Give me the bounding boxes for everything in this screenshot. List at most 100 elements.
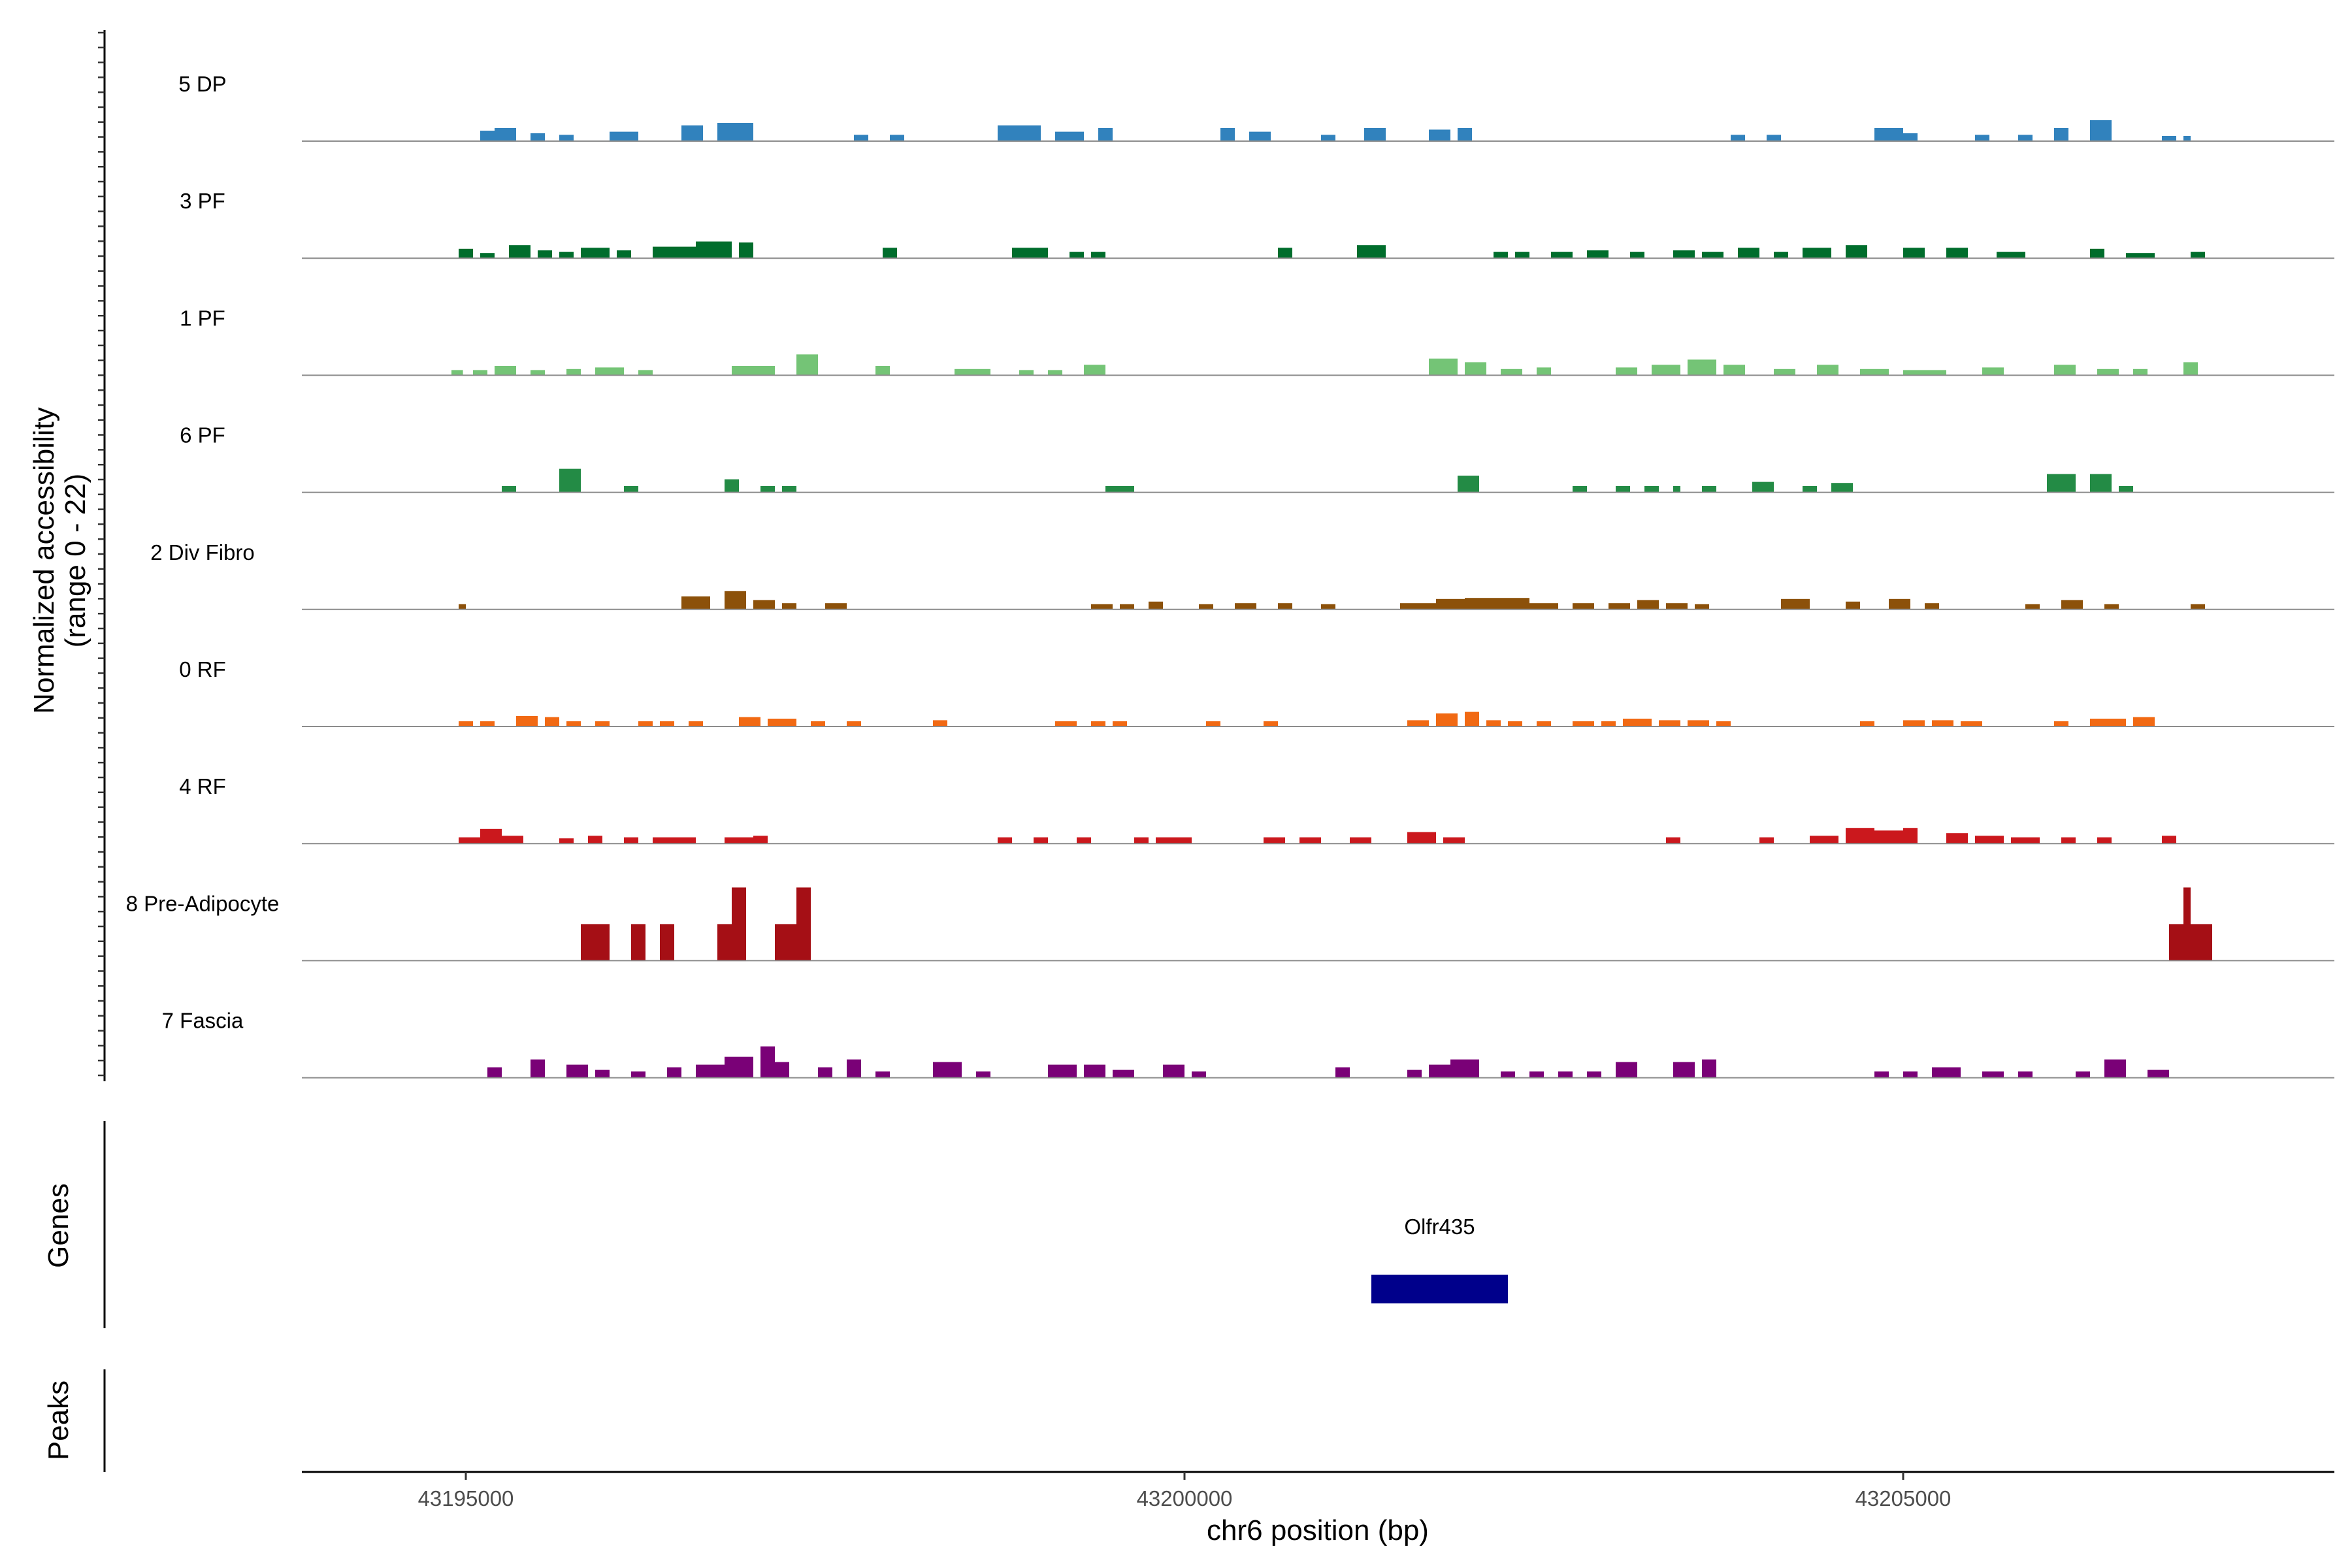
coverage-segment: [1113, 721, 1127, 727]
coverage-segment: [459, 248, 473, 259]
coverage-segment: [595, 367, 624, 376]
coverage-segment: [1673, 250, 1695, 259]
coverage-segment: [1264, 837, 1285, 844]
coverage-segment: [1659, 720, 1680, 727]
coverage-segment: [480, 721, 495, 727]
coverage-segment: [1716, 721, 1731, 727]
genes-panel-label: Genes: [42, 1183, 74, 1268]
track-3: 1 PF: [180, 306, 2334, 376]
coverage-segment: [2090, 719, 2126, 727]
coverage-segment: [1946, 833, 1968, 844]
coverage-segment: [480, 131, 495, 141]
coverage-segment: [1817, 365, 1838, 376]
coverage-segment: [2047, 474, 2076, 493]
track-4: 6 PF: [180, 423, 2334, 493]
coverage-segment: [1831, 483, 1853, 493]
coverage-segment: [796, 887, 811, 961]
coverage-segment: [1120, 604, 1134, 610]
coverage-segment: [1695, 604, 1709, 610]
coverage-segment: [2104, 1059, 2126, 1078]
coverage-segment: [1932, 1067, 1961, 1078]
coverage-segment: [732, 366, 775, 376]
coverage-segment: [1055, 131, 1084, 141]
coverage-segment: [739, 717, 760, 727]
coverage-segment: [1429, 358, 1458, 376]
coverage-segment: [1249, 131, 1271, 141]
coverage-segment: [480, 253, 495, 259]
coverage-segment: [1573, 486, 1587, 493]
coverage-segment: [631, 924, 645, 961]
track-2: 3 PF: [180, 189, 2334, 259]
coverage-segment: [1932, 720, 1953, 727]
coverage-segment: [1587, 1071, 1601, 1078]
coverage-segment: [1925, 603, 1939, 610]
coverage-segment: [1529, 603, 1558, 610]
coverage-segment: [1098, 128, 1113, 141]
coverage-segment: [955, 368, 990, 376]
x-axis-ticks: 43195000 43200000 43205000: [418, 1472, 1951, 1511]
coverage-segment: [1465, 598, 1494, 610]
coverage-segment: [2097, 368, 2119, 376]
coverage-segment: [2162, 836, 2176, 844]
coverage-segment: [1846, 245, 1867, 259]
coverage-segment: [1220, 128, 1235, 141]
coverage-segment: [1803, 486, 1817, 493]
coverage-segment: [811, 721, 825, 727]
coverage-segment: [2191, 252, 2205, 259]
coverage-segment: [1458, 476, 1479, 493]
coverage-segment: [1781, 598, 1810, 610]
coverage-segment: [976, 1071, 990, 1078]
coverage-segment: [2183, 136, 2191, 141]
coverage-segment: [1465, 362, 1486, 376]
coverage-segment: [617, 250, 631, 259]
coverage-segment: [1407, 720, 1429, 727]
coverage-segment: [796, 354, 818, 376]
track-label: 1 PF: [180, 306, 225, 330]
coverage-segment: [883, 248, 897, 259]
coverage-segment: [1573, 603, 1594, 610]
coverage-segment: [1982, 1071, 2004, 1078]
coverage-segment: [1465, 711, 1479, 727]
coverage-segment: [559, 252, 574, 259]
coverage-segment: [696, 1064, 725, 1078]
coverage-segment: [1199, 604, 1213, 610]
coverage-segment: [2133, 368, 2148, 376]
coverage-segment: [2011, 837, 2040, 844]
coverage-segment: [1903, 370, 1946, 376]
coverage-segment: [451, 370, 463, 376]
coverage-segment: [653, 246, 696, 259]
coverage-segment: [1688, 720, 1709, 727]
coverage-segment: [516, 716, 538, 727]
coverage-segment: [495, 128, 516, 141]
coverage-segment: [1537, 367, 1551, 376]
coverage-segment: [1299, 837, 1321, 844]
coverage-segment: [1601, 721, 1616, 727]
coverage-segment: [847, 721, 861, 727]
coverage-segment: [638, 370, 653, 376]
coverage-segment: [1702, 252, 1723, 259]
coverage-segment: [681, 125, 703, 141]
coverage-segment: [1105, 486, 1134, 493]
coverage-segment: [854, 135, 868, 141]
coverage-segment: [717, 924, 732, 961]
coverage-segment: [1278, 603, 1292, 610]
coverage-segment: [775, 924, 796, 961]
coverage-segment: [1364, 128, 1386, 141]
coverage-tracks: 5 DP 3 PF 1 PF 6 PF 2 Div Fibro 0 RF 4 RF 8 Pre…: [126, 72, 2334, 1079]
coverage-segment: [1192, 1071, 1206, 1078]
coverage-segment: [459, 721, 473, 727]
coverage-segment: [847, 1059, 861, 1078]
coverage-segment: [1019, 370, 1034, 376]
coverage-segment: [1149, 601, 1163, 610]
coverage-segment: [2054, 128, 2068, 141]
coverage-segment: [1529, 1071, 1544, 1078]
coverage-segment: [566, 368, 581, 376]
coverage-segment: [1982, 367, 2004, 376]
coverage-segment: [775, 1062, 789, 1078]
coverage-segment: [732, 887, 746, 961]
coverage-segment: [1494, 252, 1508, 259]
coverage-segment: [1573, 721, 1594, 727]
coverage-segment: [638, 721, 653, 727]
coverage-segment: [1429, 1064, 1450, 1078]
coverage-segment: [753, 836, 768, 844]
